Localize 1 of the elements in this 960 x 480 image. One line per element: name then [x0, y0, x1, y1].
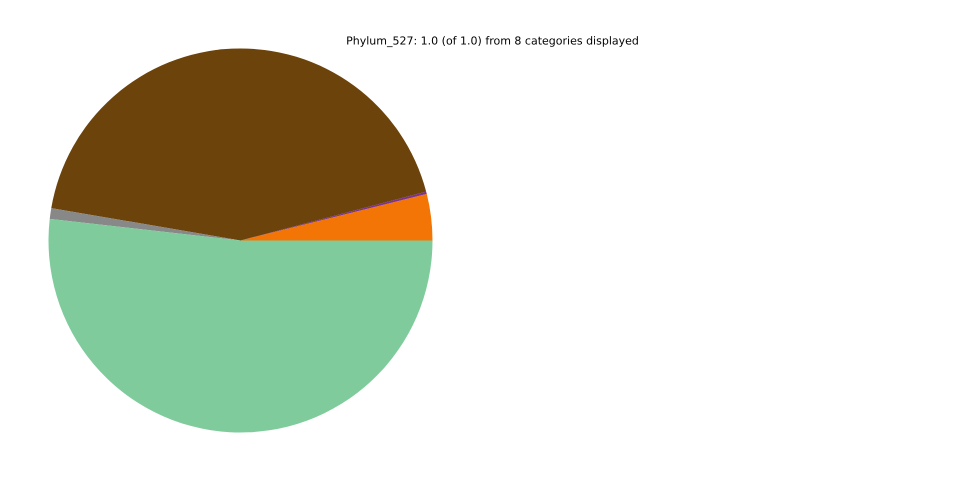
text: Phylum_527: 1.0 (of 1.0) from 8 categories displayed: [346, 34, 639, 48]
